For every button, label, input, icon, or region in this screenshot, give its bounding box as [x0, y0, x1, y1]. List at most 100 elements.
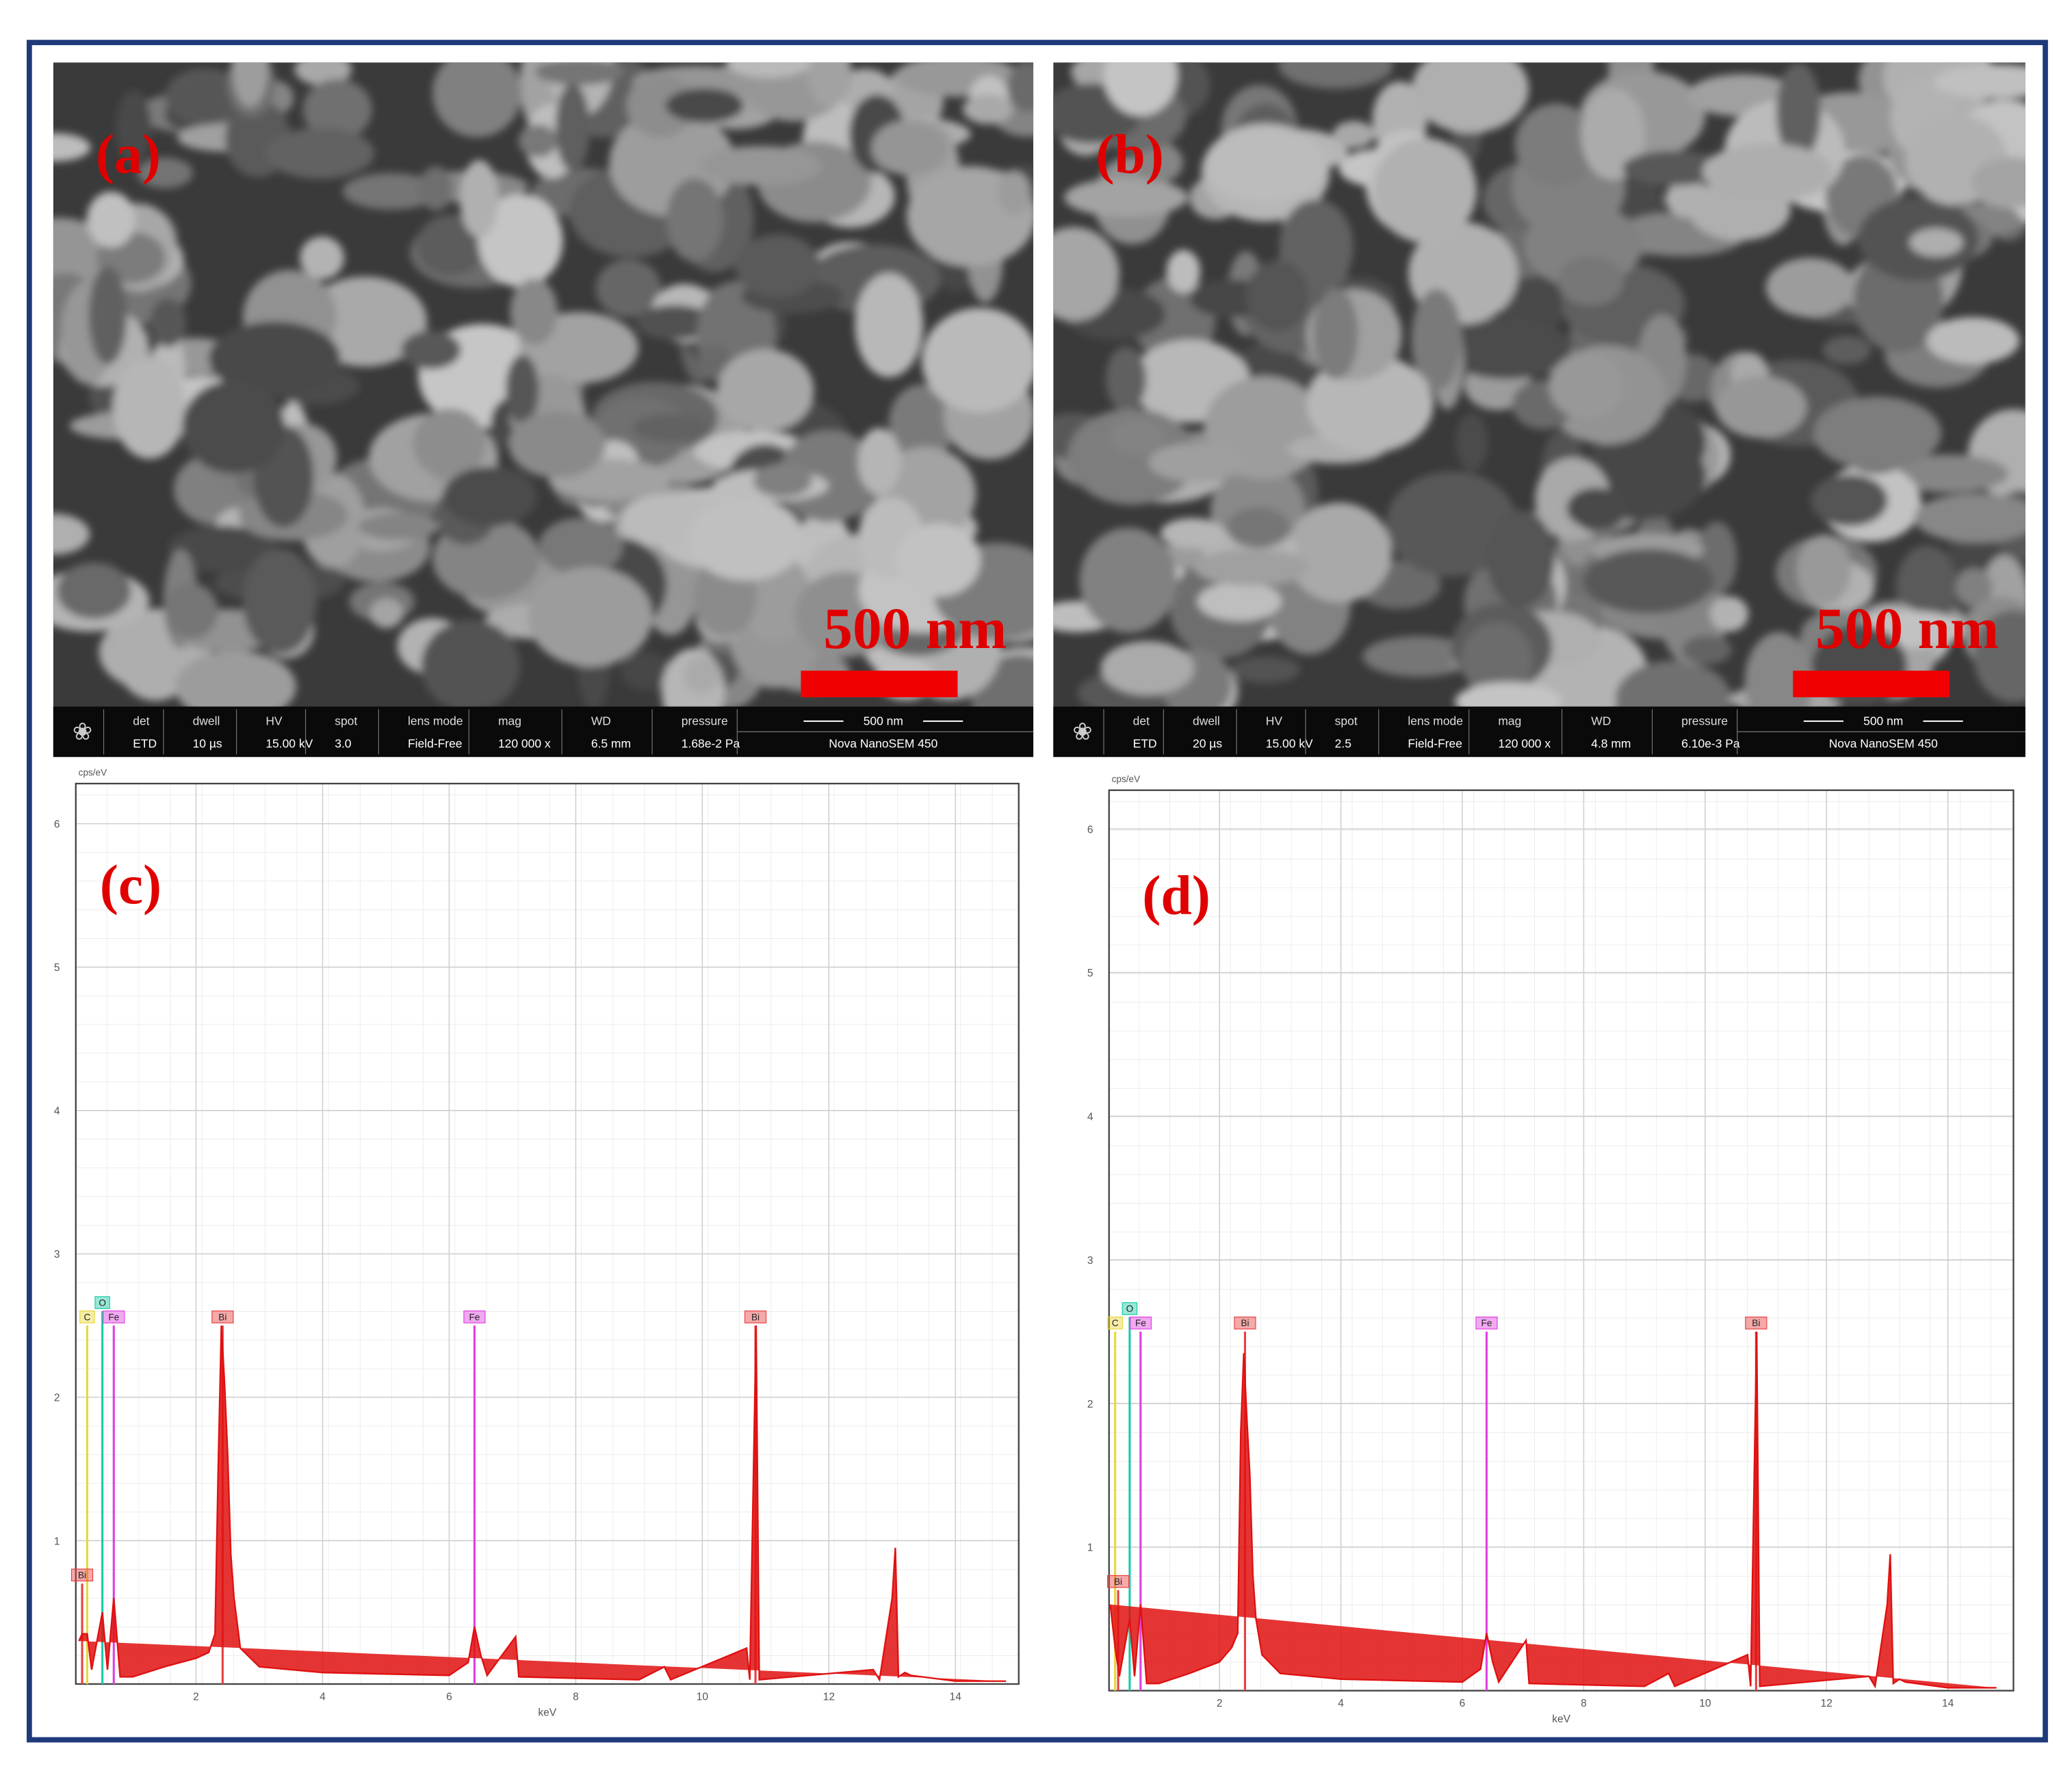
- info-value: 2.5: [1335, 737, 1351, 751]
- particle: [1581, 88, 1646, 180]
- particle: [53, 513, 90, 555]
- info-header: det: [1133, 714, 1150, 728]
- particle: [1811, 474, 1888, 527]
- x-tick-label: 6: [1460, 1698, 1466, 1709]
- element-tag: [1745, 1317, 1767, 1330]
- y-tick-label: 1: [1087, 1542, 1093, 1554]
- panel-label: (b): [1096, 122, 1164, 185]
- particle: [413, 409, 487, 479]
- particle: [1246, 260, 1309, 332]
- x-tick-label: 14: [1942, 1698, 1954, 1709]
- element-tag: [1107, 1317, 1123, 1330]
- info-value: 1.68e-2 Pa: [682, 737, 740, 751]
- y-tick-label: 5: [1087, 968, 1093, 979]
- info-value: 120 000 x: [498, 737, 551, 751]
- particle: [806, 62, 851, 107]
- x-tick-label: 14: [950, 1691, 962, 1703]
- x-tick-label: 6: [446, 1691, 452, 1703]
- particle: [896, 523, 981, 597]
- scale-bar: [1793, 671, 1950, 697]
- x-tick-label: 12: [1821, 1698, 1833, 1709]
- particle: [508, 411, 606, 478]
- particle: [1776, 63, 1821, 161]
- particle: [182, 380, 285, 474]
- info-header: dwell: [1193, 714, 1220, 728]
- element-tag-label: Bi: [1752, 1318, 1760, 1328]
- spectrum: [1109, 1331, 1997, 1689]
- info-header: mag: [1498, 714, 1521, 728]
- info-value: 4.8 mm: [1591, 737, 1631, 751]
- element-tag: [744, 1310, 767, 1323]
- info-header: mag: [498, 714, 521, 728]
- particle: [1665, 180, 1713, 218]
- y-tick-label: 6: [1087, 824, 1093, 836]
- x-tick-label: 8: [573, 1691, 579, 1703]
- particle: [56, 562, 131, 619]
- particle: [1405, 178, 1455, 209]
- particle: [636, 305, 714, 340]
- particle: [1557, 255, 1624, 306]
- particle: [855, 273, 923, 378]
- particle: [1226, 507, 1291, 548]
- element-tag: [103, 1310, 125, 1323]
- particle: [1487, 510, 1555, 608]
- detector-icon: ❀: [73, 719, 92, 745]
- particle: [1064, 178, 1188, 217]
- particle: [478, 194, 563, 287]
- x-tick-label: 8: [1581, 1698, 1587, 1709]
- info-header: dwell: [193, 714, 220, 728]
- element-tag: [70, 1568, 94, 1581]
- element-tag-label: Bi: [78, 1570, 86, 1581]
- particle: [302, 79, 372, 140]
- particle: [1441, 318, 1572, 379]
- particle: [370, 598, 404, 628]
- particle: [1710, 596, 1749, 632]
- element-tag-label: C: [1112, 1318, 1119, 1328]
- particle: [209, 321, 341, 396]
- particle: [518, 124, 558, 157]
- info-header: WD: [591, 714, 611, 728]
- particle: [1148, 443, 1245, 482]
- info-header: HV: [266, 714, 283, 728]
- info-header: pressure: [682, 714, 728, 728]
- particle: [779, 430, 879, 522]
- x-tick-label: 4: [1338, 1698, 1344, 1709]
- info-header: spot: [335, 714, 357, 728]
- particle: [460, 159, 499, 237]
- particle: [1973, 610, 2025, 703]
- particle: [1411, 289, 1462, 390]
- particle: [1702, 143, 1833, 201]
- sem-particles: [1053, 62, 2025, 707]
- y-tick-label: 4: [1087, 1111, 1093, 1123]
- particle: [1891, 454, 2009, 493]
- particle: [871, 120, 949, 176]
- particle: [535, 62, 624, 86]
- particle: [137, 157, 193, 188]
- plot-area: [75, 784, 1019, 1684]
- scale-bar-label: 500 nm: [823, 597, 1007, 661]
- particle: [1278, 62, 1393, 89]
- particle: [963, 94, 1013, 125]
- particle: [1313, 288, 1358, 380]
- y-tick-label: 3: [1087, 1255, 1093, 1267]
- particle: [443, 467, 538, 526]
- particle: [243, 548, 317, 654]
- element-tag-label: Fe: [1135, 1318, 1146, 1328]
- element-tag-label: Bi: [751, 1312, 760, 1322]
- info-value: Field-Free: [408, 737, 463, 751]
- particle: [1135, 142, 1183, 183]
- element-tag: [463, 1310, 486, 1323]
- particle: [1682, 635, 1732, 664]
- particle: [1566, 487, 1626, 530]
- particle: [149, 298, 187, 348]
- particle: [1914, 493, 2025, 543]
- element-tag: [1234, 1317, 1256, 1330]
- particle: [1231, 656, 1301, 684]
- x-tick-label: 4: [320, 1691, 326, 1703]
- y-axis-label: cps/eV: [79, 767, 107, 777]
- element-tag-label: Fe: [1481, 1318, 1492, 1328]
- particle: [86, 192, 135, 248]
- particle: [168, 526, 277, 573]
